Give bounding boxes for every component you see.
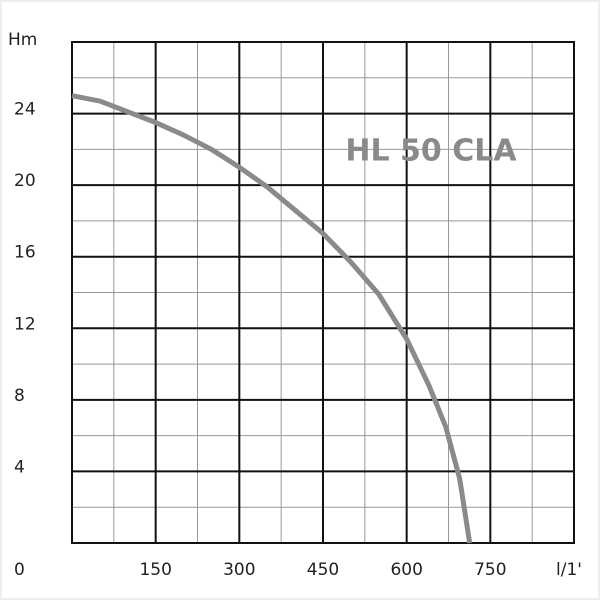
x-tick-label: 150: [139, 560, 171, 580]
y-axis-label: Hm: [8, 30, 37, 50]
x-tick-label: 750: [474, 560, 506, 580]
plot-frame: [71, 41, 575, 544]
y-tick-label: 12: [14, 314, 36, 334]
x-tick-label: 600: [390, 560, 422, 580]
y-tick-label: 24: [14, 100, 36, 120]
x-tick-label: 300: [223, 560, 255, 580]
x-tick-label: 450: [307, 560, 339, 580]
x-axis-label: l/1': [556, 560, 582, 580]
y-tick-label: 4: [14, 457, 25, 477]
annotation: HL 50 CLA: [345, 134, 517, 169]
y-tick-label: 8: [14, 386, 25, 406]
y-tick-label: 16: [14, 243, 36, 263]
curve: [71, 93, 473, 544]
y-tick-label: 20: [14, 171, 36, 191]
y-tick-label: 0: [14, 560, 25, 580]
